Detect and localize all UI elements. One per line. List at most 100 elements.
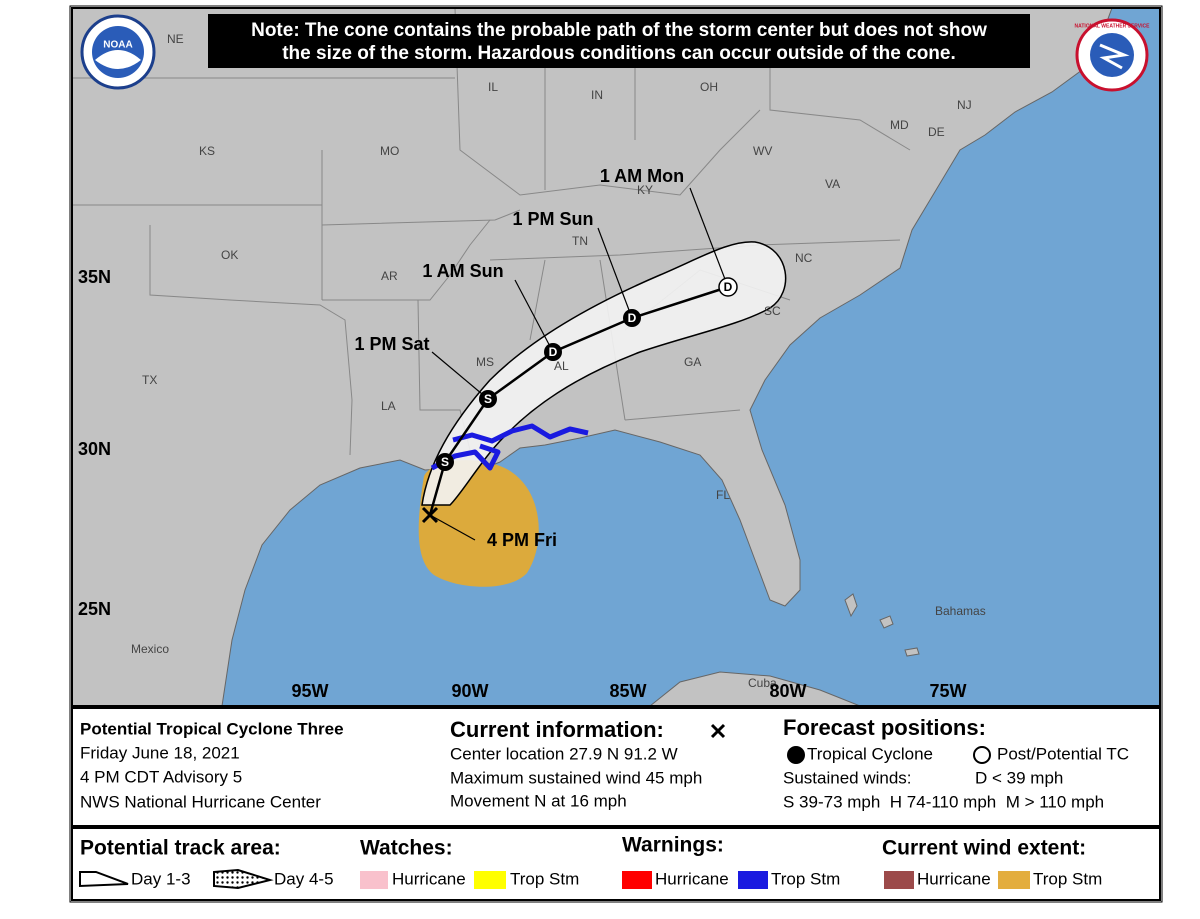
place: NJ [957, 98, 972, 112]
place: LA [381, 399, 396, 413]
place: NE [167, 32, 184, 46]
place: Mexico [131, 642, 169, 656]
latitude: 30N [78, 439, 111, 459]
legend-heading: Warnings: [622, 834, 724, 857]
note-line: the size of the storm. Hazardous conditi… [282, 43, 956, 64]
time-label: 1 AM Mon [600, 166, 684, 186]
place-labels: NE IL IN OH NJ MD DE KS MO WV VA KY TN N… [131, 32, 986, 690]
watch-tropstm-swatch [474, 871, 506, 889]
forecast-post: Post/Potential TC [997, 744, 1129, 763]
longitude: 80W [769, 681, 806, 701]
longitude: 75W [929, 681, 966, 701]
cone [421, 241, 787, 506]
forecast-points: S S D D D [436, 277, 738, 471]
current-position [421, 506, 439, 524]
current-symbol [710, 723, 726, 739]
cuba [649, 671, 861, 706]
latitude: 25N [78, 599, 111, 619]
nws-logo: NATIONAL WEATHER SERVICE [1075, 18, 1151, 92]
place: OK [221, 248, 238, 262]
map-frame [71, 7, 1161, 707]
tc-symbol [787, 746, 805, 764]
place: TN [572, 234, 588, 248]
storm-name: Potential Tropical Cyclone Three [80, 719, 344, 738]
place: AR [381, 269, 398, 283]
wind-tropstm-swatch [998, 871, 1030, 889]
storm-date: Friday June 18, 2021 [80, 743, 240, 762]
legend-item: Hurricane [917, 869, 991, 888]
place: OH [700, 80, 718, 94]
forecast-tc: Tropical Cyclone [807, 744, 933, 763]
wind-hurricane-swatch [884, 871, 914, 889]
map: S S D D D NE IL IN OH NJ MD DE KS MO WV … [72, 8, 1160, 706]
place: VA [825, 177, 840, 191]
track-line [428, 285, 729, 516]
point-label: S [484, 392, 492, 406]
place: SC [764, 304, 781, 318]
longitude: 85W [609, 681, 646, 701]
current-wind: Maximum sustained wind 45 mph [450, 768, 702, 787]
place: DE [928, 125, 945, 139]
note-box [208, 14, 1030, 68]
legend-item: Trop Stm [510, 869, 579, 888]
point-label: D [549, 345, 558, 359]
current-location: Center location 27.9 N 91.2 W [450, 744, 678, 763]
place: AL [554, 359, 569, 373]
place: FL [716, 488, 730, 502]
time-label: 1 PM Sun [512, 209, 593, 229]
forecast-heading: Forecast positions: [783, 715, 986, 740]
bahamas [844, 593, 920, 657]
legend-item: Hurricane [655, 869, 729, 888]
place: Bahamas [935, 604, 986, 618]
place: KY [637, 183, 653, 197]
place: WV [753, 144, 772, 158]
longitude: 90W [451, 681, 488, 701]
longitude: 95W [291, 681, 328, 701]
legend-item: Trop Stm [771, 869, 840, 888]
borders [72, 8, 911, 456]
legend-heading: Current wind extent: [882, 837, 1086, 860]
day45-swatch [213, 868, 274, 890]
point-label: D [628, 311, 637, 325]
place: Cuba [748, 676, 777, 690]
place: TX [142, 373, 157, 387]
legend-item: Trop Stm [1033, 869, 1102, 888]
note-line: Note: The cone contains the probable pat… [251, 20, 987, 41]
current-movement: Movement N at 16 mph [450, 791, 627, 810]
place: MD [890, 118, 909, 132]
post-symbol [973, 746, 991, 764]
warning-hurricane-swatch [622, 871, 652, 889]
current-heading: Current information: [450, 717, 664, 742]
place: IN [591, 88, 603, 102]
logo-text: NOAA [103, 40, 132, 51]
warning-tropstm-swatch [738, 871, 768, 889]
time-label: 1 PM Sat [354, 334, 429, 354]
watch-hurricane-swatch [360, 871, 388, 889]
forecast-scale: S 39-73 mph H 74-110 mph M > 110 mph [783, 792, 1104, 811]
legend-item: Day 1-3 [131, 869, 191, 888]
outer-frame [69, 5, 1163, 903]
storm-advisory: 4 PM CDT Advisory 5 [80, 767, 242, 786]
leaders [429, 187, 729, 541]
time-labels: 4 PM Fri 1 PM Sat 1 AM Sun 1 PM Sun 1 AM… [354, 166, 684, 550]
point-label: S [441, 455, 449, 469]
noaa-logo: NOAA [80, 14, 156, 90]
lat-lon-labels: 35N 30N 25N 95W 90W 85W 80W 75W [78, 267, 967, 701]
legend-panel: Potential track area: Day 1-3 Day 4-5 Wa… [71, 827, 1161, 901]
forecast-d: D < 39 mph [975, 768, 1063, 787]
legend-heading: Potential track area: [80, 837, 281, 860]
day13-swatch [79, 871, 129, 888]
place: NC [795, 251, 813, 265]
legend-heading: Watches: [360, 837, 453, 860]
legend-item: Hurricane [392, 869, 466, 888]
place: IL [488, 80, 498, 94]
place: MO [380, 144, 399, 158]
time-label: 4 PM Fri [487, 530, 557, 550]
logo-text: NATIONAL WEATHER SERVICE [1075, 23, 1151, 29]
storm-center: NWS National Hurricane Center [80, 792, 321, 811]
place: KS [199, 144, 215, 158]
latitude: 35N [78, 267, 111, 287]
legend-item: Day 4-5 [274, 869, 334, 888]
time-label: 1 AM Sun [422, 261, 503, 281]
